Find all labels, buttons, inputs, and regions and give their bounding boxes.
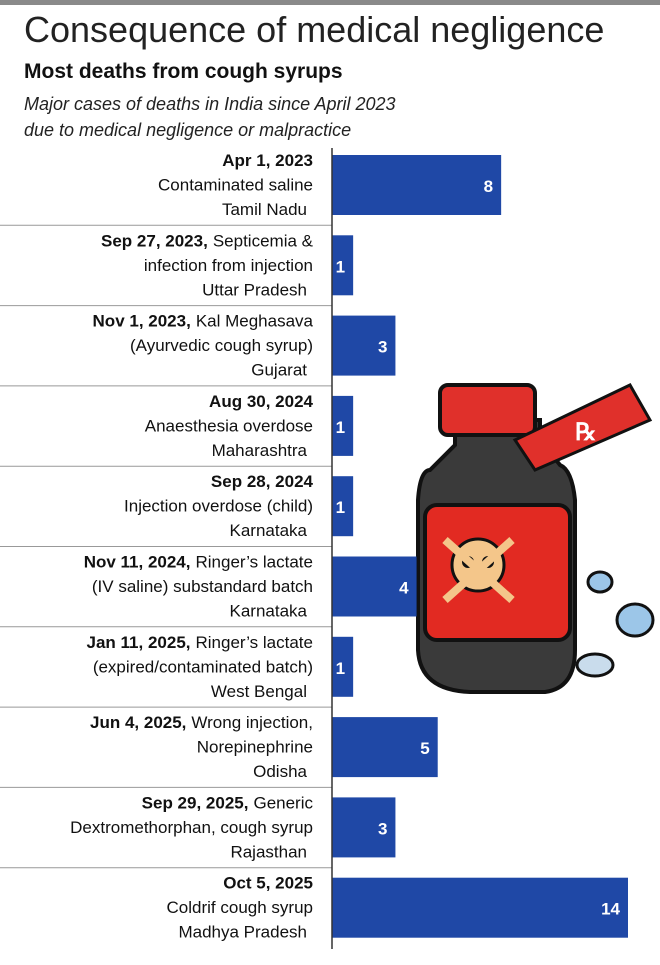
value-label: 1 [336,418,345,437]
row-label: Apr 1, 2023 [222,151,313,170]
bar [332,235,354,296]
date: Jan 11, 2025, [87,633,191,652]
date: Aug 30, 2024 [209,392,313,411]
detail: Anaesthesia overdose [145,416,313,435]
value-label: 4 [399,579,409,598]
value-label: 14 [601,900,620,919]
date: Nov 11, 2024, [84,553,191,572]
state: Karnataka [230,521,308,540]
bar [332,315,396,376]
row-label: Sep 27, 2023, Septicemia & [101,231,314,250]
row-label: Jun 4, 2025, Wrong injection, [90,713,313,732]
bottle-illustration: ℞ [416,383,655,694]
detail: Coldrif cough syrup [167,898,313,917]
row-label: Jan 11, 2025, Ringer’s lactate [87,633,313,652]
detail: Injection overdose (child) [124,497,313,516]
row-label: Sep 29, 2025, Generic [142,793,314,812]
bar [332,877,628,938]
chart-title: Consequence of medical negligence [24,9,604,50]
detail: Dextromethorphan, cough syrup [70,818,313,837]
bar [332,476,354,537]
bar [332,636,354,697]
detail: Norepinephrine [197,738,313,757]
state: Rajasthan [230,842,307,861]
detail: Septicemia & [213,231,314,250]
state: Tamil Nadu [222,200,307,219]
state: West Bengal [211,682,307,701]
value-label: 3 [378,338,387,357]
value-label: 3 [378,819,387,838]
value-label: 8 [484,177,493,196]
detail: (expired/contaminated batch) [93,657,313,676]
bar [332,155,502,215]
state: Karnataka [230,602,308,621]
bar [332,556,417,617]
row-label: Oct 5, 2025 [223,874,313,893]
date: Jun 4, 2025, [90,713,186,732]
description: Major cases of deaths in India since Apr… [24,94,396,114]
row-label: Nov 11, 2024, Ringer’s lactate [84,553,313,572]
detail: Contaminated saline [158,176,313,195]
detail: Wrong injection, [191,713,313,732]
detail: Ringer’s lactate [196,553,314,572]
detail: infection from injection [144,256,313,275]
state: Odisha [253,762,307,781]
row-label: Aug 30, 2024 [209,392,313,411]
date: Oct 5, 2025 [223,874,313,893]
value-label: 1 [336,659,345,678]
value-label: 5 [420,739,429,758]
date: Nov 1, 2023, [93,312,191,331]
chart-subtitle: Most deaths from cough syrups [24,60,343,83]
state: Gujarat [251,361,307,380]
bar [332,717,438,778]
value-label: 1 [336,257,345,276]
top-rule [0,0,660,5]
date: Apr 1, 2023 [222,151,313,170]
state: Uttar Pradesh [202,280,307,299]
state: Madhya Pradesh [178,923,307,942]
row-label: Nov 1, 2023, Kal Meghasava [93,312,314,331]
date: Sep 27, 2023, [101,231,208,250]
svg-text:℞: ℞ [575,419,597,446]
detail: Ringer’s lactate [196,633,314,652]
detail: (IV saline) substandard batch [92,577,313,596]
row-label: Sep 28, 2024 [211,472,314,491]
value-label: 1 [336,498,345,517]
description: due to medical negligence or malpractice [24,120,351,140]
bar [332,395,354,456]
detail: (Ayurvedic cough syrup) [130,336,313,355]
date: Sep 28, 2024 [211,472,314,491]
detail: Kal Meghasava [196,312,314,331]
detail: Generic [253,793,313,812]
state: Maharashtra [212,441,308,460]
bar [332,797,396,858]
date: Sep 29, 2025, [142,793,249,812]
